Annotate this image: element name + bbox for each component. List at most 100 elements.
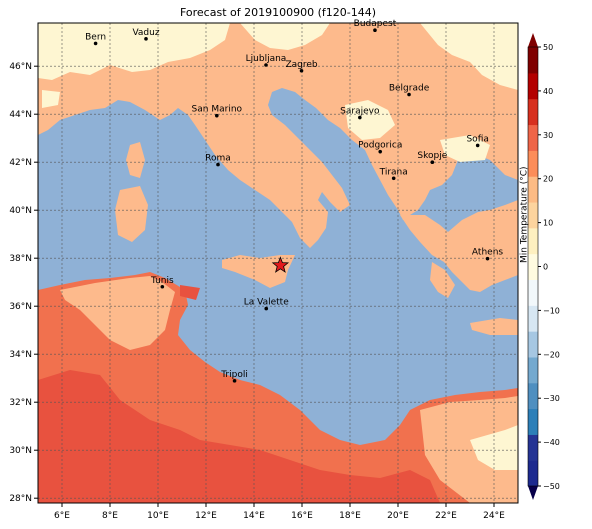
land-alps-east: [240, 23, 330, 50]
land-africa-warm: [60, 276, 175, 350]
city-label: Sofia: [466, 134, 488, 144]
lon-tick-label: 10°E: [147, 511, 169, 521]
colorbar-segment: [528, 331, 538, 358]
city-label: San Marino: [192, 105, 243, 115]
city-dot: [430, 160, 435, 164]
lat-tick-label: 46°N: [9, 62, 32, 72]
colorbar-segment: [528, 201, 538, 229]
lat-tick-label: 28°N: [9, 494, 32, 504]
land-bulgaria-highlands: [440, 135, 490, 162]
lat-tick-label: 40°N: [9, 206, 32, 216]
colorbar-tick-label: 50: [543, 43, 553, 52]
lon-tick-label: 14°E: [243, 511, 265, 521]
land-balkan-highlands: [345, 100, 395, 140]
colorbar-tick-label: 0: [543, 263, 548, 272]
land-crete: [470, 318, 518, 335]
colorbar-segment: [528, 460, 538, 487]
land-peloponnese: [430, 262, 455, 298]
land-greece: [400, 200, 518, 292]
land-sardinia: [115, 186, 148, 242]
lon-tick-label: 8°E: [102, 511, 118, 521]
land-corsica: [126, 142, 145, 178]
colorbar-bottom-triangle: [528, 486, 538, 500]
lon-tick-label: 6°E: [54, 511, 70, 521]
colorbar-tick-label: 10: [543, 219, 553, 228]
longitude-ticks: 6°E 8°E 10°E 12°E 14°E 16°E 18°E 20°E 22°E 24°E: [54, 503, 505, 521]
city-dot: [475, 143, 480, 148]
lat-tick-label: 42°N: [9, 158, 32, 168]
city-dot: [264, 306, 269, 311]
colorbar-ticks: −50 −40 −30 −20 −10 0 10 20 30 40 50: [538, 43, 560, 491]
land-algeria-red: [38, 370, 440, 503]
colorbar-segment: [528, 72, 538, 100]
city-label: La Valette: [244, 298, 289, 308]
colorbar-segment: [528, 382, 538, 410]
city-label: Budapest: [354, 19, 397, 29]
lat-tick-label: 36°N: [9, 302, 32, 312]
city-label: Zagreb: [285, 60, 317, 70]
colorbar-tick-label: −30: [543, 394, 560, 403]
lat-tick-label: 32°N: [9, 398, 32, 408]
city-label: Sarajevo: [340, 107, 380, 117]
land-carpathians: [420, 23, 518, 90]
land-libya-warm: [420, 396, 518, 503]
city-label: Ljubljana: [246, 54, 287, 64]
land-pantelleria-red: [180, 285, 200, 300]
colorbar-tick-label: −10: [543, 306, 560, 315]
city-dot: [216, 162, 220, 167]
colorbar-segment: [528, 305, 538, 332]
city-label: Roma: [205, 154, 231, 164]
city-dot: [407, 92, 411, 97]
colorbar-segment: [528, 279, 538, 306]
city-dot: [299, 68, 304, 73]
city-label: Athens: [472, 248, 503, 258]
colorbar-segment: [528, 227, 538, 255]
lat-tick-label: 44°N: [9, 110, 32, 120]
colorbar-tick-label: −50: [543, 482, 560, 491]
lon-tick-label: 22°E: [435, 511, 457, 521]
lon-tick-label: 20°E: [387, 511, 409, 521]
city-label: Tirana: [379, 167, 408, 177]
lat-tick-label: 30°N: [9, 446, 32, 456]
colorbar-segment: [528, 434, 538, 461]
city-dot: [378, 149, 383, 154]
city-label: Podgorica: [358, 141, 402, 151]
city-dot: [232, 379, 237, 383]
colorbar-segment: [528, 124, 538, 151]
city-dot: [264, 63, 268, 67]
city-dot: [144, 37, 148, 41]
city-dot: [215, 113, 219, 118]
colorbar-segment: [528, 98, 538, 126]
city-label: Tripoli: [220, 370, 248, 380]
colorbar-tick-label: −20: [543, 350, 560, 359]
lon-tick-label: 16°E: [291, 511, 313, 521]
colorbar-segment: [528, 176, 538, 203]
map-frame: [37, 22, 519, 504]
city-label: Skopje: [417, 151, 447, 161]
star-marker: [271, 256, 290, 273]
colorbar-tick-label: 40: [543, 87, 553, 96]
land-apennines: [42, 90, 60, 108]
colorbar-tick-label: 30: [543, 131, 553, 140]
land-alps: [38, 23, 230, 80]
graticule: [38, 23, 518, 503]
city-dot: [160, 284, 165, 289]
colorbar-tick-label: 20: [543, 175, 553, 184]
lon-tick-label: 18°E: [339, 511, 361, 521]
colorbar-segment: [528, 150, 538, 177]
colorbar-segment: [528, 408, 538, 435]
lon-tick-label: 12°E: [195, 511, 217, 521]
colorbar-segment: [528, 356, 538, 384]
city-label: Tunis: [150, 276, 174, 286]
lat-tick-label: 38°N: [9, 254, 32, 264]
colorbar-segment: [528, 253, 538, 281]
city-dot: [93, 41, 98, 46]
colorbar-top-triangle: [528, 33, 538, 47]
city-label: Belgrade: [389, 84, 430, 94]
colorbar-tick-label: −40: [543, 438, 560, 447]
city-dot: [485, 256, 490, 261]
lat-tick-label: 34°N: [9, 350, 32, 360]
latitude-ticks: 28°N 30°N 32°N 34°N 36°N 38°N 40°N 42°N 44°N 46°N: [9, 62, 38, 504]
